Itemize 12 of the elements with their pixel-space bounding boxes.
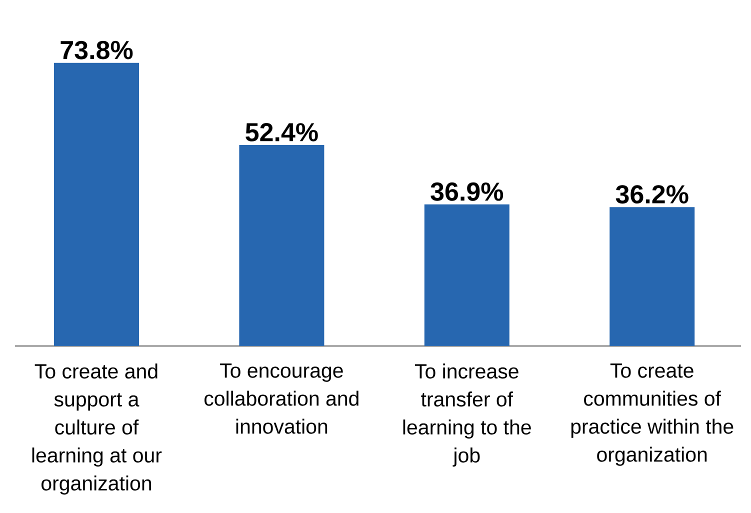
data-label: 36.9%: [430, 182, 504, 201]
bar: [424, 204, 510, 346]
bar: [239, 144, 324, 346]
bar: [610, 207, 695, 346]
x-tick-label: To encourage collaboration and innovation: [204, 364, 358, 434]
x-tick-label: To create and support a culture of learning at our organization: [32, 364, 162, 495]
data-label: 73.8%: [60, 40, 133, 60]
x-tick-label: To increase transfer of learning to the job: [403, 364, 531, 467]
data-label: 36.2%: [616, 185, 688, 204]
bar: [54, 62, 139, 346]
data-label: 52.4%: [246, 123, 318, 142]
x-tick-label: To create communities of practice within the organization: [571, 364, 734, 466]
